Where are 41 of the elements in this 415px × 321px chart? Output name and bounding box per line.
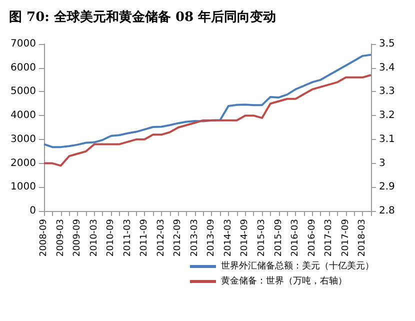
y-tick-label: 6000 (10, 62, 36, 74)
y2-tick-label: 3.1 (379, 134, 395, 145)
legend-label: 世界外汇储备总额：美元（十亿美元） (221, 260, 374, 272)
y-tick-label: 3000 (10, 134, 36, 145)
x-tick-label: 2012-09 (173, 218, 184, 257)
y2-tick-label: 3.2 (379, 110, 395, 122)
x-tick-label: 2009-09 (72, 218, 83, 257)
y-tick-label: 0 (30, 206, 36, 216)
x-tick-label: 2011-03 (122, 219, 133, 257)
x-tick-label: 2010-03 (89, 219, 100, 257)
x-tick-label: 2018-03 (358, 219, 368, 257)
y-tick-label: 1000 (10, 182, 36, 193)
y-tick-label: 7000 (10, 38, 36, 50)
x-tick-label: 2012-03 (156, 219, 166, 257)
x-tick-label: 2008-09 (39, 218, 49, 257)
y2-tick-label: 3.3 (379, 86, 395, 98)
x-tick-label: 2016-09 (307, 218, 318, 257)
x-tick-label: 2015-03 (257, 219, 267, 257)
legend-label: 黄金储备：世界（万吨，右轴） (221, 276, 347, 286)
y-tick-label: 2000 (10, 158, 36, 169)
y2-tick-label: 3.5 (379, 38, 395, 50)
x-tick-label: 2010-09 (106, 218, 116, 257)
x-tick-label: 2011-09 (140, 218, 150, 257)
y2-tick-label: 3.4 (379, 62, 395, 74)
line-series (43, 74, 372, 167)
x-tick-label: 2013-03 (190, 219, 200, 257)
x-tick-label: 2013-09 (206, 218, 217, 257)
x-tick-label: 2009-03 (56, 219, 66, 257)
chart-title: 图 70: 全球美元和黄金储备 08 年后同向变动 (9, 9, 276, 25)
line-series (43, 54, 372, 148)
x-tick-label: 2014-03 (223, 219, 234, 257)
x-tick-label: 2014-09 (240, 218, 250, 257)
y-tick-label: 5000 (10, 86, 36, 98)
x-tick-label: 2016-03 (290, 219, 301, 257)
y2-tick-label: 3 (379, 158, 386, 169)
x-tick-label: 2017-03 (324, 219, 334, 257)
x-tick-label: 2017-09 (340, 218, 351, 257)
y2-tick-label: 2.9 (379, 182, 395, 193)
y-tick-label: 4000 (10, 110, 36, 122)
y2-tick-label: 2.8 (379, 206, 395, 216)
x-tick-label: 2015-09 (274, 218, 284, 257)
